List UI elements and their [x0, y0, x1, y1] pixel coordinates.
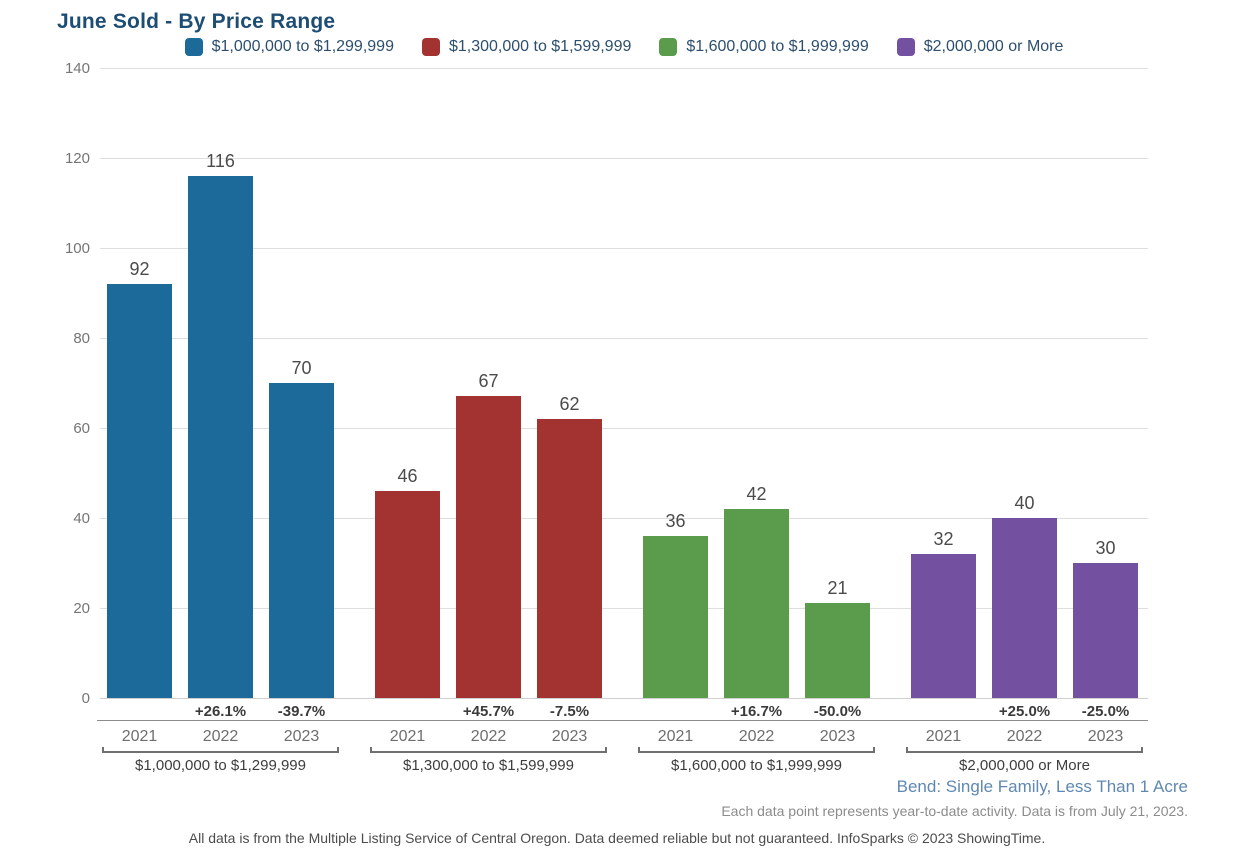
y-axis-tick-label: 40	[73, 510, 90, 527]
group-bracket	[638, 747, 875, 753]
gridline-y-120	[100, 158, 1148, 159]
bar-2021[interactable]	[107, 284, 172, 698]
group-price-range-label: $1,300,000 to $1,599,999	[403, 757, 574, 774]
group-bracket	[906, 747, 1143, 753]
y-axis-tick-label: 20	[73, 600, 90, 617]
bar-2023[interactable]	[805, 603, 870, 698]
bar-value-label: 70	[291, 358, 312, 378]
gridline-y-140	[100, 68, 1148, 69]
bar-value-label: 21	[827, 578, 848, 598]
legend-item-4[interactable]: $2,000,000 or More	[896, 38, 1064, 56]
pct-change-label: -7.5%	[549, 703, 590, 720]
legend: $1,000,000 to $1,299,999 $1,300,000 to $1…	[100, 38, 1148, 56]
bar-value-label: 40	[1014, 493, 1035, 513]
gridline-y-100	[100, 248, 1148, 249]
x-axis-year-label: 2023	[1087, 728, 1124, 745]
pct-change-label: -39.7%	[277, 703, 326, 720]
pct-change-label: -50.0%	[813, 703, 862, 720]
y-axis-tick-label: 80	[73, 330, 90, 347]
gridline-y-60	[100, 428, 1148, 429]
group-bracket	[102, 747, 339, 753]
x-axis-year-label: 2022	[738, 728, 775, 745]
bar-value-label: 32	[933, 529, 954, 549]
legend-item-label: $1,300,000 to $1,599,999	[448, 38, 632, 55]
legend-item-2[interactable]: $1,300,000 to $1,599,999	[421, 38, 632, 56]
disclaimer-note: All data is from the Multiple Listing Se…	[188, 830, 1046, 846]
group-price-range-label: $2,000,000 or More	[959, 757, 1090, 774]
pct-change-label: +45.7%	[462, 703, 515, 720]
bar-value-label: 42	[746, 484, 767, 504]
bar-2022[interactable]	[456, 396, 521, 698]
group-bracket	[370, 747, 607, 753]
x-axis-year-label: 2022	[470, 728, 507, 745]
bar-2022[interactable]	[724, 509, 789, 698]
location-subtitle: Bend: Single Family, Less Than 1 Acre	[896, 777, 1188, 796]
x-axis-year-label: 2022	[1006, 728, 1043, 745]
legend-swatch-icon	[421, 38, 440, 56]
y-axis-tick-label: 0	[81, 690, 90, 707]
legend-item-label: $2,000,000 or More	[923, 38, 1064, 55]
y-axis-tick-label: 120	[64, 150, 90, 167]
legend-swatch-icon	[896, 38, 915, 56]
bar-2023[interactable]	[1073, 563, 1138, 698]
bar-value-label: 62	[559, 394, 580, 414]
bar-value-label: 46	[397, 466, 418, 486]
pct-change-label: -25.0%	[1081, 703, 1130, 720]
bar-2023[interactable]	[269, 383, 334, 698]
bar-2022[interactable]	[992, 518, 1057, 698]
x-axis-year-label: 2023	[819, 728, 856, 745]
y-axis-tick-label: 140	[64, 60, 90, 77]
x-axis-year-label: 2023	[283, 728, 320, 745]
y-axis-tick-label: 60	[73, 420, 90, 437]
chart-title: June Sold - By Price Range	[57, 10, 336, 33]
legend-item-3[interactable]: $1,600,000 to $1,999,999	[659, 38, 869, 56]
x-axis-year-label: 2023	[551, 728, 588, 745]
bar-value-label: 116	[206, 151, 235, 171]
legend-item-label: $1,000,000 to $1,299,999	[211, 38, 394, 55]
pct-change-label: +25.0%	[998, 703, 1051, 720]
bar-2023[interactable]	[537, 419, 602, 698]
bar-value-label: 30	[1095, 538, 1116, 558]
group-price-range-label: $1,000,000 to $1,299,999	[135, 757, 306, 774]
y-axis-tick-label: 100	[64, 240, 90, 257]
legend-item-1[interactable]: $1,000,000 to $1,299,999	[184, 38, 394, 56]
legend-item-label: $1,600,000 to $1,999,999	[686, 38, 869, 55]
pct-change-label: +26.1%	[194, 703, 247, 720]
bar-value-label: 67	[478, 371, 499, 391]
gridline-y-20	[100, 608, 1148, 609]
bar-2021[interactable]	[375, 491, 440, 698]
legend-swatch-icon	[659, 38, 678, 56]
gridline-y-0	[100, 698, 1148, 699]
bar-2021[interactable]	[643, 536, 708, 698]
gridline-y-80	[100, 338, 1148, 339]
plot-area: 0 20 40 60 80 100 120 140 92 116 70 46 67 62 36 42 21 32 4…	[65, 61, 1148, 706]
bar-2021[interactable]	[911, 554, 976, 698]
legend-swatch-icon	[184, 38, 203, 56]
group-price-range-label: $1,600,000 to $1,999,999	[671, 757, 842, 774]
bar-2022[interactable]	[188, 176, 253, 698]
x-axis-year-label: 2022	[202, 728, 239, 745]
pct-change-label: +16.7%	[730, 703, 783, 720]
ytd-note: Each data point represents year-to-date …	[721, 803, 1188, 819]
bar-value-label: 36	[665, 511, 686, 531]
x-axis-year-label: 2021	[657, 728, 694, 745]
x-axis-year-label: 2021	[389, 728, 426, 745]
x-axis-year-label: 2021	[925, 728, 962, 745]
gridline-y-40	[100, 518, 1148, 519]
bar-value-label: 92	[129, 259, 150, 279]
axis-separator-line	[97, 720, 1148, 721]
x-axis-year-label: 2021	[121, 728, 158, 745]
